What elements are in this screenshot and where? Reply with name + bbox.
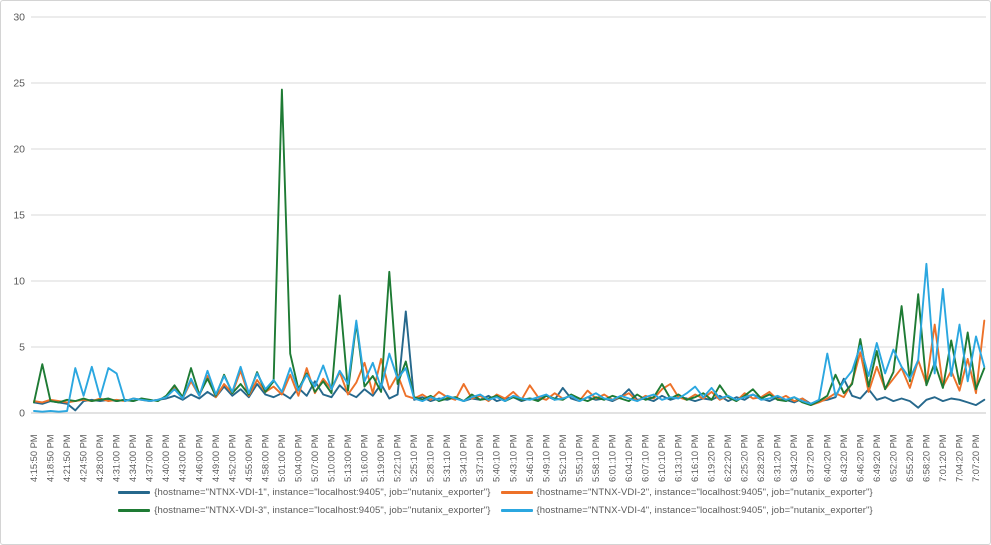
y-axis-labels: 0 5 10 15 20 25 30 bbox=[13, 12, 25, 420]
legend-item-ntnx-vdi-4: {hostname="NTNX-VDI-4", instance="localh… bbox=[500, 505, 873, 516]
legend-row-2: {hostname="NTNX-VDI-3", instance="localh… bbox=[118, 505, 873, 516]
x-axis-tick-label: 5:19:00 PM bbox=[376, 434, 386, 482]
x-axis-tick-label: 6:16:10 PM bbox=[690, 434, 700, 482]
y-axis-tick-label: 30 bbox=[13, 12, 25, 24]
x-axis-tick-label: 5:31:10 PM bbox=[442, 434, 452, 482]
x-axis-tick-label: 6:31:20 PM bbox=[773, 434, 783, 482]
x-axis-tick-label: 6:07:10 PM bbox=[641, 434, 651, 482]
x-axis-tick-label: 6:40:20 PM bbox=[822, 434, 832, 482]
x-axis-tick-label: 7:01:20 PM bbox=[938, 434, 948, 482]
y-axis-tick-label: 10 bbox=[13, 276, 25, 288]
x-axis-tick-label: 7:04:20 PM bbox=[955, 434, 965, 482]
x-axis-tick-label: 4:40:00 PM bbox=[161, 434, 171, 482]
x-axis-tick-label: 6:49:20 PM bbox=[872, 434, 882, 482]
legend-label-vdi-2: {hostname="NTNX-VDI-2", instance="localh… bbox=[536, 487, 873, 498]
x-axis-tick-label: 5:25:10 PM bbox=[409, 434, 419, 482]
x-axis-tick-label: 6:22:20 PM bbox=[723, 434, 733, 482]
legend-label-vdi-4: {hostname="NTNX-VDI-4", instance="localh… bbox=[536, 505, 873, 516]
x-axis-tick-label: 4:18:50 PM bbox=[46, 434, 56, 482]
y-axis-tick-label: 20 bbox=[13, 144, 25, 156]
x-axis-tick-label: 5:55:10 PM bbox=[574, 434, 584, 482]
legend-line-marker-vdi-3 bbox=[118, 508, 151, 513]
x-axis-tick-label: 4:21:50 PM bbox=[62, 434, 72, 482]
series-line-ntnx-vdi-4 bbox=[33, 262, 986, 413]
line-chart-plot-area: 0 5 10 15 20 25 30 4:15:50 PM 4:18:50 PM 4:21:50 … bbox=[13, 12, 986, 482]
x-axis-tick-label: 5:04:00 PM bbox=[293, 434, 303, 482]
x-axis-tick-label: 4:46:00 PM bbox=[194, 434, 204, 482]
x-axis-tick-label: 5:07:00 PM bbox=[310, 434, 320, 482]
x-axis-tick-label: 5:34:10 PM bbox=[459, 434, 469, 482]
x-axis-tick-label: 6:10:10 PM bbox=[657, 434, 667, 482]
x-axis-tick-label: 6:55:20 PM bbox=[905, 434, 915, 482]
legend-item-ntnx-vdi-1: {hostname="NTNX-VDI-1", instance="localh… bbox=[118, 487, 490, 498]
x-axis-tick-label: 6:25:20 PM bbox=[740, 434, 750, 482]
x-axis-tick-label: 4:28:00 PM bbox=[95, 434, 105, 482]
x-axis-tick-label: 5:49:10 PM bbox=[541, 434, 551, 482]
x-axis-tick-label: 4:58:00 PM bbox=[260, 434, 270, 482]
legend-line-marker-vdi-1 bbox=[118, 490, 151, 495]
x-axis-tick-label: 6:37:20 PM bbox=[806, 434, 816, 482]
x-axis-tick-label: 6:34:20 PM bbox=[789, 434, 799, 482]
x-axis-tick-label: 5:01:00 PM bbox=[277, 434, 287, 482]
x-axis-tick-label: 4:49:00 PM bbox=[211, 434, 221, 482]
x-axis-tick-label: 6:19:20 PM bbox=[707, 434, 717, 482]
x-axis-tick-label: 4:55:00 PM bbox=[244, 434, 254, 482]
x-axis-tick-label: 5:16:00 PM bbox=[360, 434, 370, 482]
y-axis-tick-label: 5 bbox=[19, 342, 25, 354]
x-axis-tick-label: 4:31:00 PM bbox=[112, 434, 122, 482]
x-axis-tick-label: 6:58:20 PM bbox=[921, 434, 931, 482]
gridlines bbox=[31, 16, 986, 414]
series-line-ntnx-vdi-3 bbox=[33, 88, 986, 407]
x-axis-tick-label: 5:10:00 PM bbox=[327, 434, 337, 482]
legend-row-1: {hostname="NTNX-VDI-1", instance="localh… bbox=[118, 487, 873, 498]
x-axis-tick-label: 4:37:00 PM bbox=[145, 434, 155, 482]
x-axis-tick-label: 5:40:10 PM bbox=[492, 434, 502, 482]
x-axis-tick-label: 4:34:00 PM bbox=[128, 434, 138, 482]
x-axis-tick-label: 6:28:20 PM bbox=[756, 434, 766, 482]
x-axis-tick-label: 4:43:00 PM bbox=[178, 434, 188, 482]
legend-line-marker-vdi-2 bbox=[500, 490, 533, 495]
x-axis-tick-label: 5:13:00 PM bbox=[343, 434, 353, 482]
x-axis-tick-label: 4:15:50 PM bbox=[29, 434, 39, 482]
legend-label-vdi-3: {hostname="NTNX-VDI-3", instance="localh… bbox=[154, 505, 491, 516]
legend-item-ntnx-vdi-2: {hostname="NTNX-VDI-2", instance="localh… bbox=[500, 487, 873, 498]
x-axis-tick-label: 5:37:10 PM bbox=[475, 434, 485, 482]
y-axis-tick-label: 25 bbox=[13, 78, 25, 90]
x-axis-tick-label: 5:22:10 PM bbox=[393, 434, 403, 482]
x-axis-tick-label: 6:01:10 PM bbox=[607, 434, 617, 482]
x-axis-tick-label: 6:04:10 PM bbox=[624, 434, 634, 482]
x-axis-tick-label: 5:52:10 PM bbox=[558, 434, 568, 482]
legend-label-vdi-1: {hostname="NTNX-VDI-1", instance="localh… bbox=[154, 487, 491, 498]
x-axis-tick-label: 4:24:50 PM bbox=[79, 434, 89, 482]
x-axis-tick-label: 5:58:10 PM bbox=[591, 434, 601, 482]
x-axis-tick-label: 7:07:20 PM bbox=[971, 434, 981, 482]
chart-legend: {hostname="NTNX-VDI-1", instance="localh… bbox=[1, 487, 990, 516]
y-axis-tick-label: 15 bbox=[13, 210, 25, 222]
x-axis-tick-label: 5:28:10 PM bbox=[426, 434, 436, 482]
x-axis-tick-label: 6:52:20 PM bbox=[888, 434, 898, 482]
x-axis-tick-label: 6:46:20 PM bbox=[855, 434, 865, 482]
legend-item-ntnx-vdi-3: {hostname="NTNX-VDI-3", instance="localh… bbox=[118, 505, 490, 516]
legend-line-marker-vdi-4 bbox=[500, 508, 533, 513]
x-axis-tick-label: 4:52:00 PM bbox=[227, 434, 237, 482]
y-axis-tick-label: 0 bbox=[19, 408, 25, 420]
x-axis-tick-label: 5:46:10 PM bbox=[525, 434, 535, 482]
x-axis-labels: 4:15:50 PM 4:18:50 PM 4:21:50 PM 4:24:50 PM… bbox=[29, 434, 981, 482]
x-axis-tick-label: 5:43:10 PM bbox=[508, 434, 518, 482]
x-axis-tick-label: 6:43:20 PM bbox=[839, 434, 849, 482]
x-axis-tick-label: 6:13:10 PM bbox=[674, 434, 684, 482]
